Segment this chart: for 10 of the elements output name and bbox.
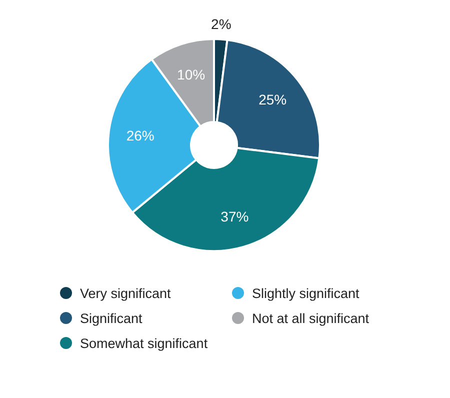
legend-label: Slightly significant <box>252 286 360 301</box>
legend-label: Somewhat significant <box>80 336 208 351</box>
legend-label: Significant <box>80 311 143 326</box>
data-label: 37% <box>220 208 249 224</box>
legend-label: Not at all significant <box>252 311 370 326</box>
data-label: 26% <box>126 128 154 144</box>
data-label: 10% <box>177 66 206 82</box>
data-label: 25% <box>258 92 287 108</box>
legend-label: Very significant <box>80 286 172 301</box>
data-label: 2% <box>211 16 232 32</box>
